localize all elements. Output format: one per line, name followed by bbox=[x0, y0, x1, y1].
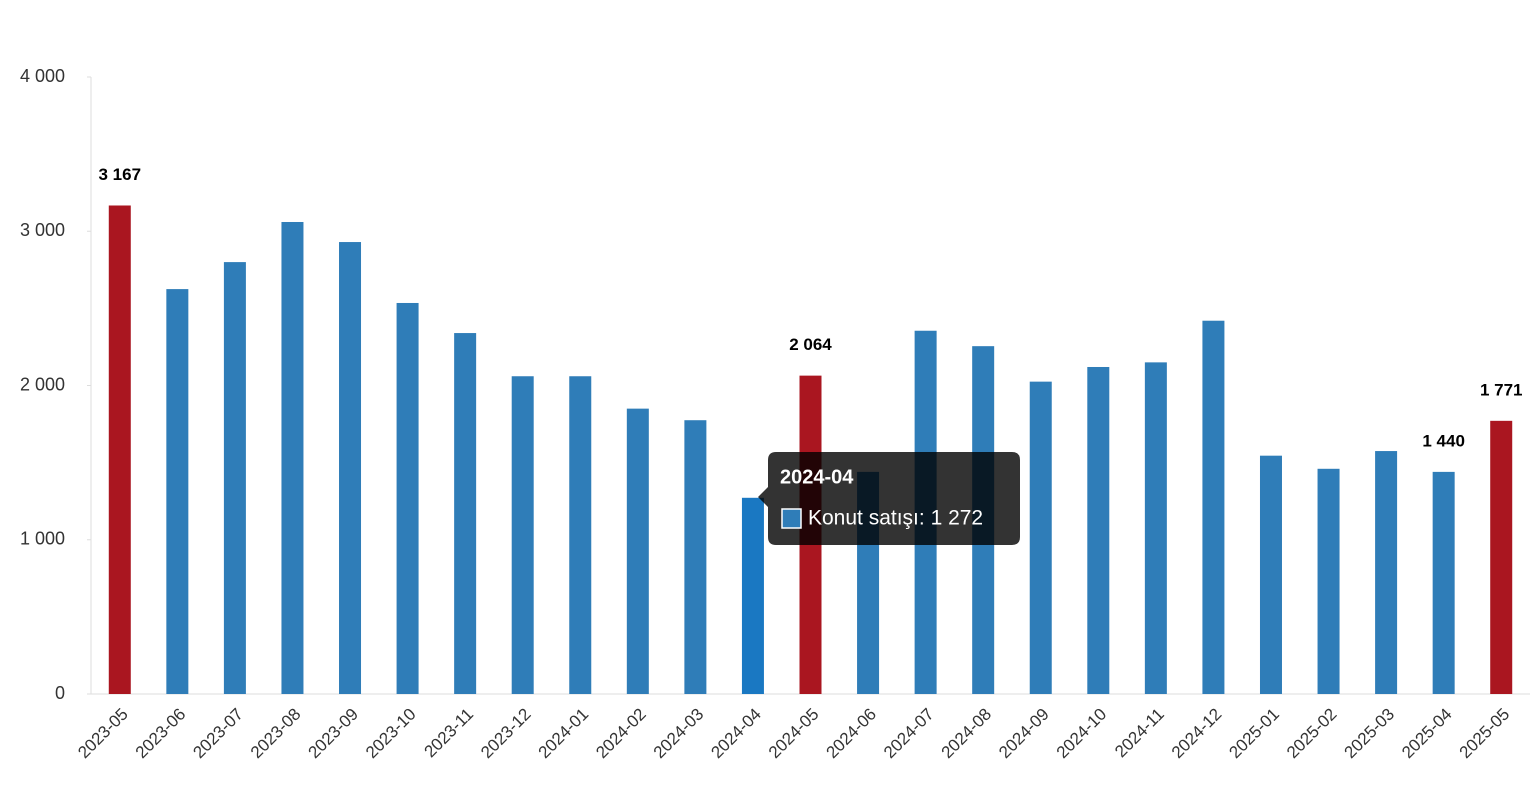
bar bbox=[569, 376, 592, 694]
value-label: 2 064 bbox=[789, 335, 832, 354]
bar bbox=[281, 221, 304, 694]
bar bbox=[454, 333, 477, 694]
value-label: 1 771 bbox=[1480, 380, 1523, 399]
bar bbox=[223, 262, 246, 694]
x-tick-label: 2024-09 bbox=[995, 705, 1053, 763]
bar bbox=[1144, 362, 1167, 694]
value-label: 3 167 bbox=[99, 165, 142, 184]
x-tick-label: 2025-02 bbox=[1283, 705, 1341, 763]
y-tick-label: 3 000 bbox=[20, 220, 65, 240]
bar bbox=[741, 497, 764, 694]
x-tick-label: 2024-11 bbox=[1111, 705, 1168, 762]
x-tick-label: 2024-04 bbox=[707, 705, 765, 763]
x-tick-label: 2023-07 bbox=[189, 705, 247, 763]
x-tick-label: 2024-06 bbox=[823, 705, 881, 763]
bar bbox=[1202, 320, 1225, 694]
bar bbox=[1029, 381, 1052, 694]
y-tick-label: 2 000 bbox=[20, 374, 65, 394]
bar bbox=[108, 205, 131, 695]
x-tick-label: 2024-08 bbox=[938, 705, 996, 763]
bar bbox=[339, 242, 362, 695]
x-tick-label: 2024-01 bbox=[535, 705, 593, 763]
x-tick-label: 2024-05 bbox=[765, 705, 823, 763]
x-tick-label: 2023-08 bbox=[247, 705, 305, 763]
bar bbox=[1432, 471, 1455, 694]
tooltip-swatch bbox=[781, 508, 802, 529]
x-tick-label: 2024-07 bbox=[880, 705, 938, 763]
tooltip: 2024-04 Konut satışı: 1 272 bbox=[758, 452, 1020, 545]
bar bbox=[1490, 420, 1513, 694]
tooltip-title: 2024-04 bbox=[780, 466, 854, 488]
bar bbox=[511, 376, 534, 694]
x-tick-label: 2023-10 bbox=[362, 705, 420, 763]
bar bbox=[684, 420, 707, 694]
x-tick-label: 2024-10 bbox=[1053, 705, 1111, 763]
x-tick-label: 2025-01 bbox=[1225, 705, 1283, 763]
bar bbox=[1317, 468, 1340, 694]
x-tick-label: 2024-02 bbox=[592, 705, 650, 763]
x-tick-label: 2025-04 bbox=[1398, 705, 1456, 763]
x-tick-label: 2023-11 bbox=[420, 705, 477, 762]
x-tick-label: 2023-05 bbox=[74, 705, 132, 763]
tooltip-box bbox=[758, 452, 1020, 545]
x-tick-label: 2025-05 bbox=[1456, 705, 1514, 763]
bar bbox=[396, 302, 419, 694]
y-tick-label: 1 000 bbox=[20, 529, 65, 549]
x-tick-label: 2025-03 bbox=[1341, 705, 1399, 763]
bar bbox=[166, 289, 189, 694]
x-tick-label: 2023-06 bbox=[132, 705, 190, 763]
bar bbox=[1259, 455, 1282, 694]
x-tick-label: 2023-12 bbox=[477, 705, 535, 763]
tooltip-text: Konut satışı: 1 272 bbox=[808, 507, 983, 530]
bar bbox=[1087, 366, 1110, 694]
y-tick-label: 0 bbox=[55, 683, 65, 703]
y-tick-label: 4 000 bbox=[20, 66, 65, 86]
bar bbox=[626, 408, 649, 694]
x-tick-label: 2023-09 bbox=[304, 705, 362, 763]
bar bbox=[1375, 451, 1398, 694]
x-tick-label: 2024-03 bbox=[650, 705, 708, 763]
x-tick-label: 2024-12 bbox=[1168, 705, 1226, 763]
value-label: 1 440 bbox=[1422, 431, 1465, 450]
